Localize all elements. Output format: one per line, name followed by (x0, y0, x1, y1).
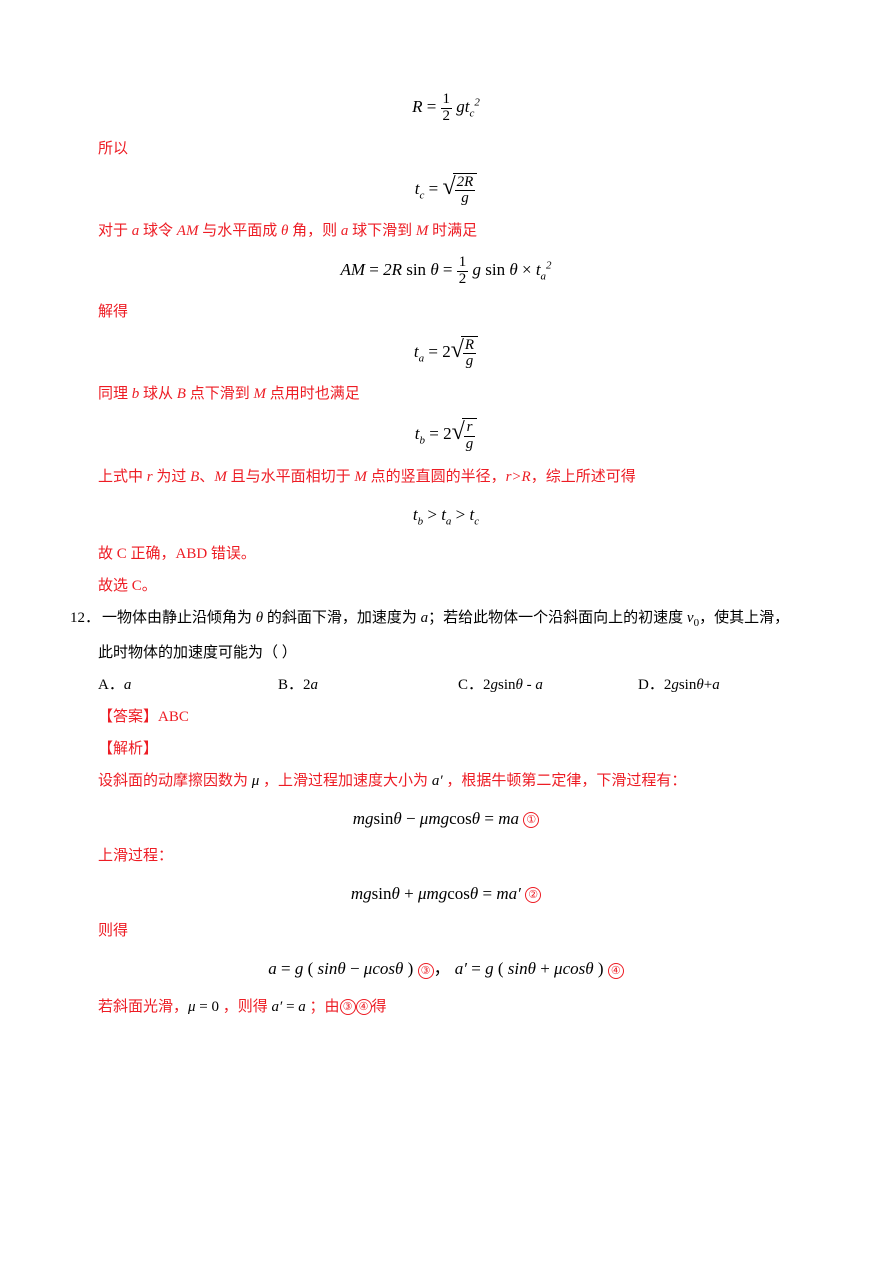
text-correct-c: 故 C 正确，ABD 错误。 (70, 542, 822, 566)
equation-up: mgsinθ + μmgcosθ = ma′ ② (70, 880, 822, 907)
explanation-then: 则得 (70, 919, 822, 943)
question-12-options: A．a B．2a C．2gsinθ - a D．2gsinθ+a (98, 673, 822, 697)
equation-tb: tb = 2√rg (70, 418, 822, 453)
explanation-smooth: 若斜面光滑，μ = 0 ，则得 a′ = a ；由③④得 (70, 995, 822, 1019)
explanation-up: 上滑过程： (70, 844, 822, 868)
question-12: 12． 一物体由静止沿倾角为 θ 的斜面下滑，加速度为 a；若给此物体一个沿斜面… (70, 606, 822, 633)
answer-value: ABC (158, 709, 189, 725)
text-solve: 解得 (70, 300, 822, 324)
text-radius-r: 上式中 r 为过 B、M 且与水平面相切于 M 点的竖直圆的半径，r>R，综上所… (70, 465, 822, 489)
equation-AM: AM = 2R sin θ = 12 g sin θ × ta2 (70, 255, 822, 288)
text-choose-c: 故选 C。 (70, 574, 822, 598)
option-b: B．2a (278, 673, 458, 697)
question-body: 一物体由静止沿倾角为 θ 的斜面下滑，加速度为 a；若给此物体一个沿斜面向上的初… (102, 606, 822, 633)
explanation-line1: 设斜面的动摩擦因数为 μ ，上滑过程加速度大小为 a′ ，根据牛顿第二定律，下滑… (70, 769, 822, 793)
option-c: C．2gsinθ - a (458, 673, 638, 697)
equation-R: R = 12 gtc2 (70, 92, 822, 125)
equation-tc: tc = √2Rg (70, 173, 822, 208)
option-a: A．a (98, 673, 278, 697)
text-ball-b: 同理 b 球从 B 点下滑到 M 点用时也满足 (70, 382, 822, 406)
equation-ta: ta = 2√Rg (70, 336, 822, 371)
equation-down: mgsinθ − μmgcosθ = ma ① (70, 805, 822, 832)
text-so: 所以 (70, 137, 822, 161)
text-ball-a: 对于 a 球令 AM 与水平面成 θ 角，则 a 球下滑到 M 时满足 (70, 219, 822, 243)
explanation-label: 【解析】 (70, 737, 822, 761)
question-12-line2: 此时物体的加速度可能为（ ） (70, 641, 822, 665)
equation-a-aprime: a = g ( sinθ − μcosθ ) ③， a′ = g ( sinθ … (70, 955, 822, 982)
answer-label: 【答案】ABC (70, 705, 822, 729)
equation-order: tb > ta > tc (70, 501, 822, 531)
question-number: 12． (70, 606, 102, 633)
option-d: D．2gsinθ+a (638, 673, 818, 697)
